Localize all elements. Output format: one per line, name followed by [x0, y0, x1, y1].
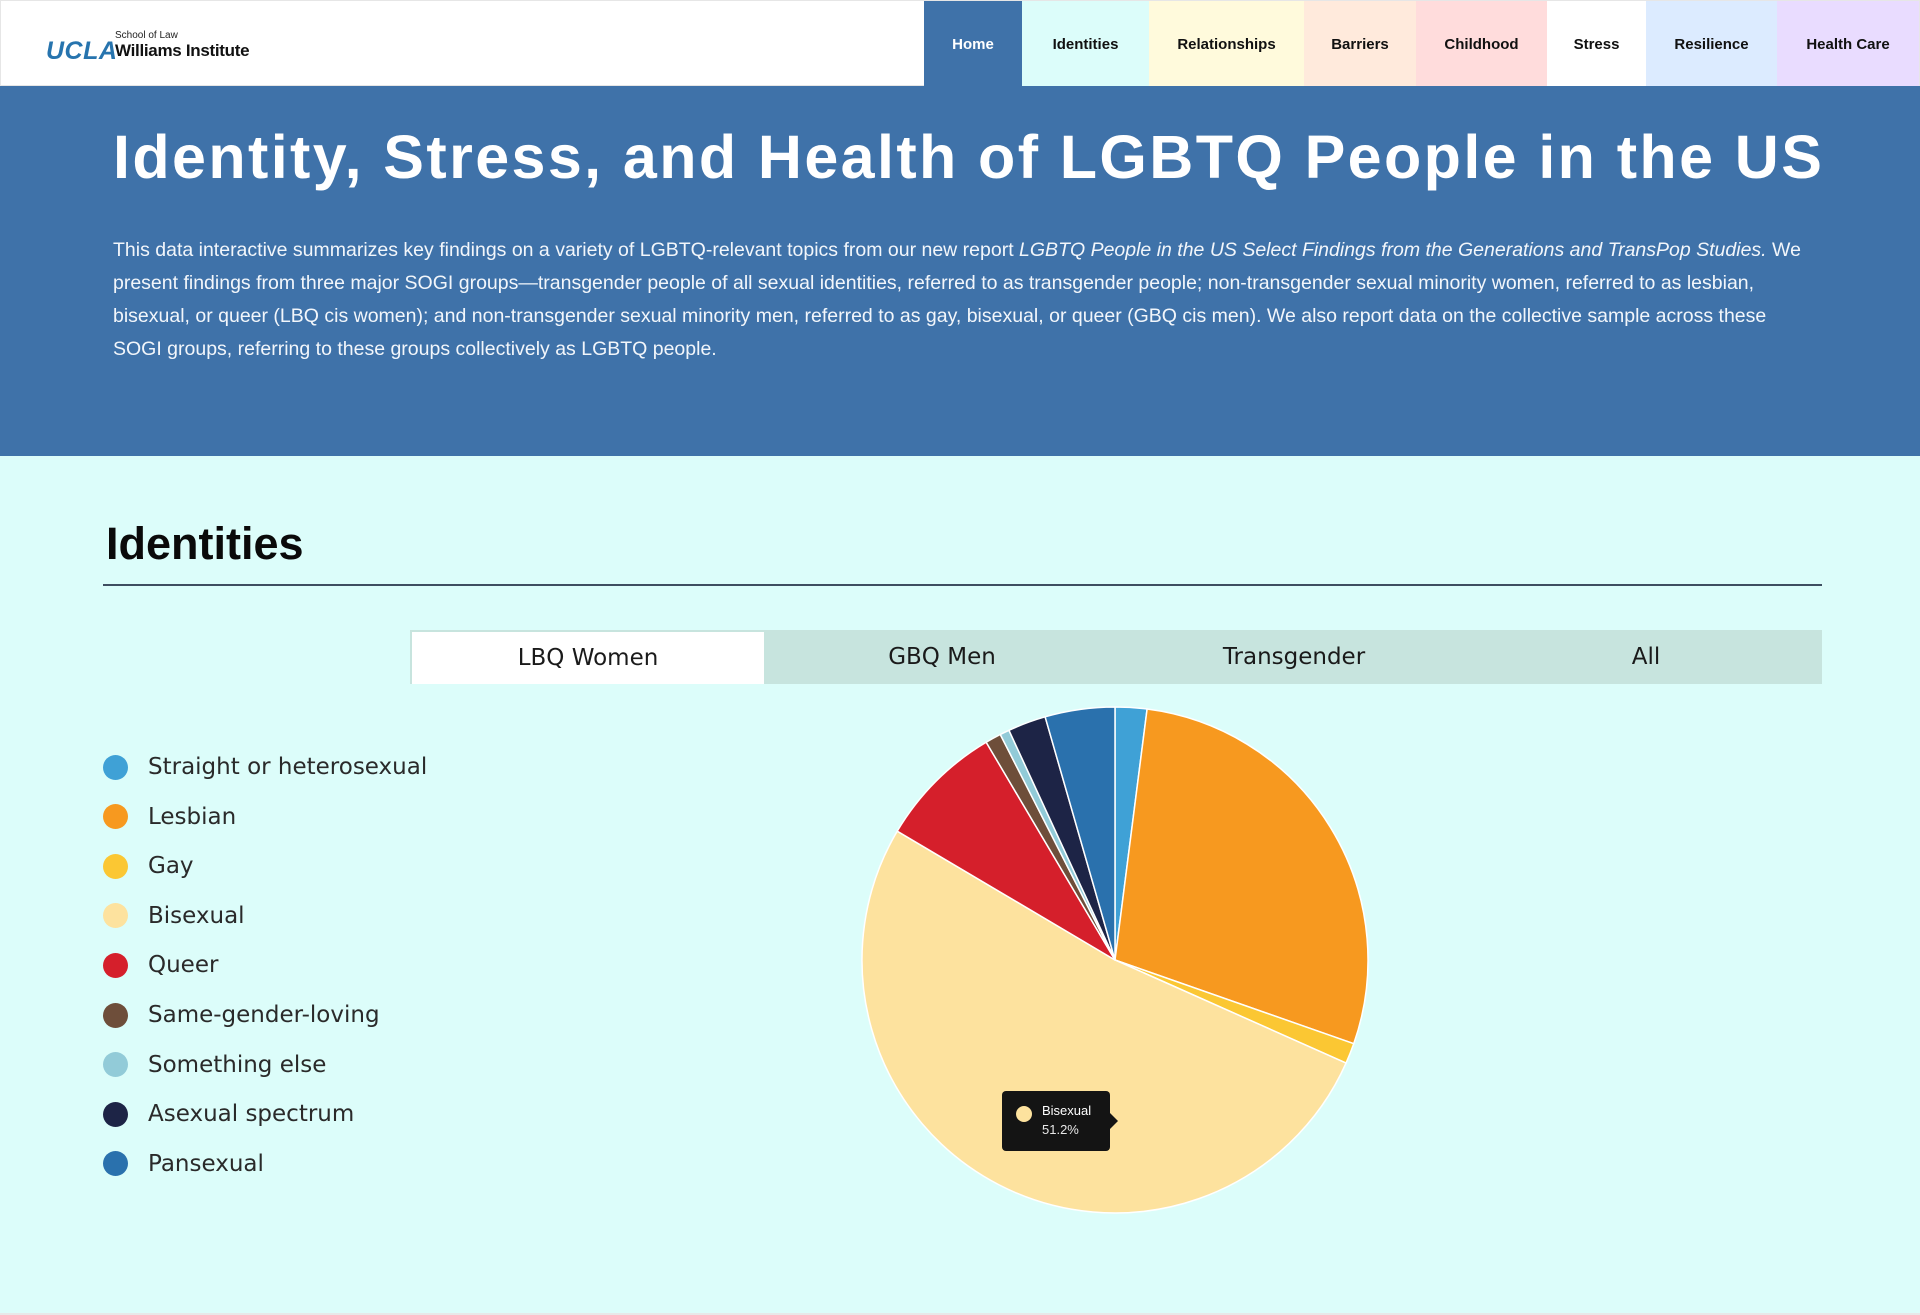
tab-gbq-men[interactable]: GBQ Men [766, 630, 1118, 684]
legend-item-asexual-spectrum[interactable]: Asexual spectrum [103, 1099, 354, 1129]
legend-label: Asexual spectrum [148, 1101, 355, 1128]
section-divider [103, 584, 1822, 586]
page-bottom-divider [0, 1313, 1920, 1315]
tab-transgender[interactable]: Transgender [1118, 630, 1470, 684]
logo-institute-text: Williams Institute [115, 41, 250, 60]
legend-item-gay[interactable]: Gay [103, 851, 194, 881]
legend-label: Gay [148, 853, 194, 880]
identities-pie-chart [861, 706, 1369, 1214]
legend-swatch [103, 1052, 128, 1078]
legend-swatch [103, 1101, 128, 1127]
legend-swatch [103, 1002, 128, 1028]
legend-item-pansexual[interactable]: Pansexual [103, 1149, 264, 1179]
nav-item-resilience[interactable]: Resilience [1646, 1, 1777, 87]
nav-item-label: Childhood [1444, 35, 1519, 53]
pie-slice-bisexual[interactable] [861, 830, 1347, 1214]
nav-item-label: Identities [1052, 35, 1119, 53]
legend-item-queer[interactable]: Queer [103, 950, 218, 980]
legend-label: Something else [148, 1051, 327, 1078]
top-navigation-bar: UCLA School of Law Williams Institute Ho… [0, 0, 1920, 87]
main-nav: Home Identities Relationships Barriers C… [924, 1, 1919, 87]
tab-lbq-women[interactable]: LBQ Women [410, 630, 766, 684]
report-title: LGBTQ People in the US Select Findings f… [1019, 239, 1767, 261]
legend-label: Straight or heterosexual [148, 754, 428, 780]
pie-slice-queer[interactable] [896, 741, 1116, 961]
legend-item-same-gender-loving[interactable]: Same-gender-loving [103, 1000, 380, 1030]
legend-item-lesbian[interactable]: Lesbian [103, 802, 236, 832]
legend-label: Same-gender-loving [148, 1002, 380, 1028]
legend-swatch [103, 952, 128, 978]
nav-item-stress[interactable]: Stress [1547, 1, 1646, 87]
nav-item-label: Relationships [1177, 35, 1276, 53]
intro-text-after: We present findings from three major SOG… [113, 239, 1801, 360]
tab-label: LBQ Women [517, 645, 659, 671]
intro-text-before: This data interactive summarizes key fin… [113, 239, 1020, 261]
section-title: Identities [106, 518, 304, 569]
tab-all[interactable]: All [1470, 630, 1822, 684]
nav-item-home[interactable]: Home [924, 1, 1022, 87]
tab-label: All [1631, 644, 1661, 670]
nav-item-identities[interactable]: Identities [1022, 1, 1149, 87]
nav-item-label: Health Care [1806, 35, 1890, 53]
tab-label: Transgender [1222, 644, 1366, 670]
legend-label: Lesbian [148, 803, 237, 830]
legend-label: Queer [148, 952, 219, 979]
legend-swatch [103, 804, 128, 830]
tooltip-value: 51.2% [1042, 1122, 1079, 1137]
legend-item-something-else[interactable]: Something else [103, 1050, 326, 1080]
nav-item-health-care[interactable]: Health Care [1777, 1, 1919, 87]
chart-tooltip: Bisexual 51.2% [1002, 1091, 1118, 1151]
legend-swatch [103, 754, 128, 780]
legend-swatch [103, 853, 128, 879]
nav-item-label: Resilience [1674, 35, 1749, 53]
tooltip-label: Bisexual [1042, 1103, 1092, 1118]
logo-school-text: School of Law [115, 30, 178, 41]
nav-item-label: Barriers [1331, 35, 1389, 53]
nav-item-label: Home [952, 35, 994, 53]
tooltip-swatch [1016, 1106, 1032, 1122]
group-tabs: LBQ Women GBQ Men Transgender All [410, 630, 1822, 684]
legend-label: Pansexual [148, 1150, 264, 1177]
nav-item-childhood[interactable]: Childhood [1416, 1, 1547, 87]
nav-item-label: Stress [1573, 35, 1620, 53]
legend-item-straight[interactable]: Straight or heterosexual [103, 752, 427, 782]
logo-ucla-text: UCLA [46, 37, 118, 65]
pie-slice-pansexual[interactable] [1044, 706, 1116, 961]
legend-swatch [103, 903, 128, 929]
legend-label: Bisexual [148, 902, 245, 929]
tab-label: GBQ Men [888, 644, 996, 670]
page-title: Identity, Stress, and Health of LGBTQ Pe… [113, 123, 1825, 191]
legend-swatch [103, 1151, 128, 1177]
nav-item-barriers[interactable]: Barriers [1304, 1, 1416, 87]
nav-item-relationships[interactable]: Relationships [1149, 1, 1304, 87]
pie-slice-lesbian[interactable] [1114, 708, 1369, 1045]
intro-paragraph: This data interactive summarizes key fin… [113, 234, 1813, 366]
legend-item-bisexual[interactable]: Bisexual [103, 901, 245, 931]
hero-banner: Identity, Stress, and Health of LGBTQ Pe… [0, 86, 1920, 456]
